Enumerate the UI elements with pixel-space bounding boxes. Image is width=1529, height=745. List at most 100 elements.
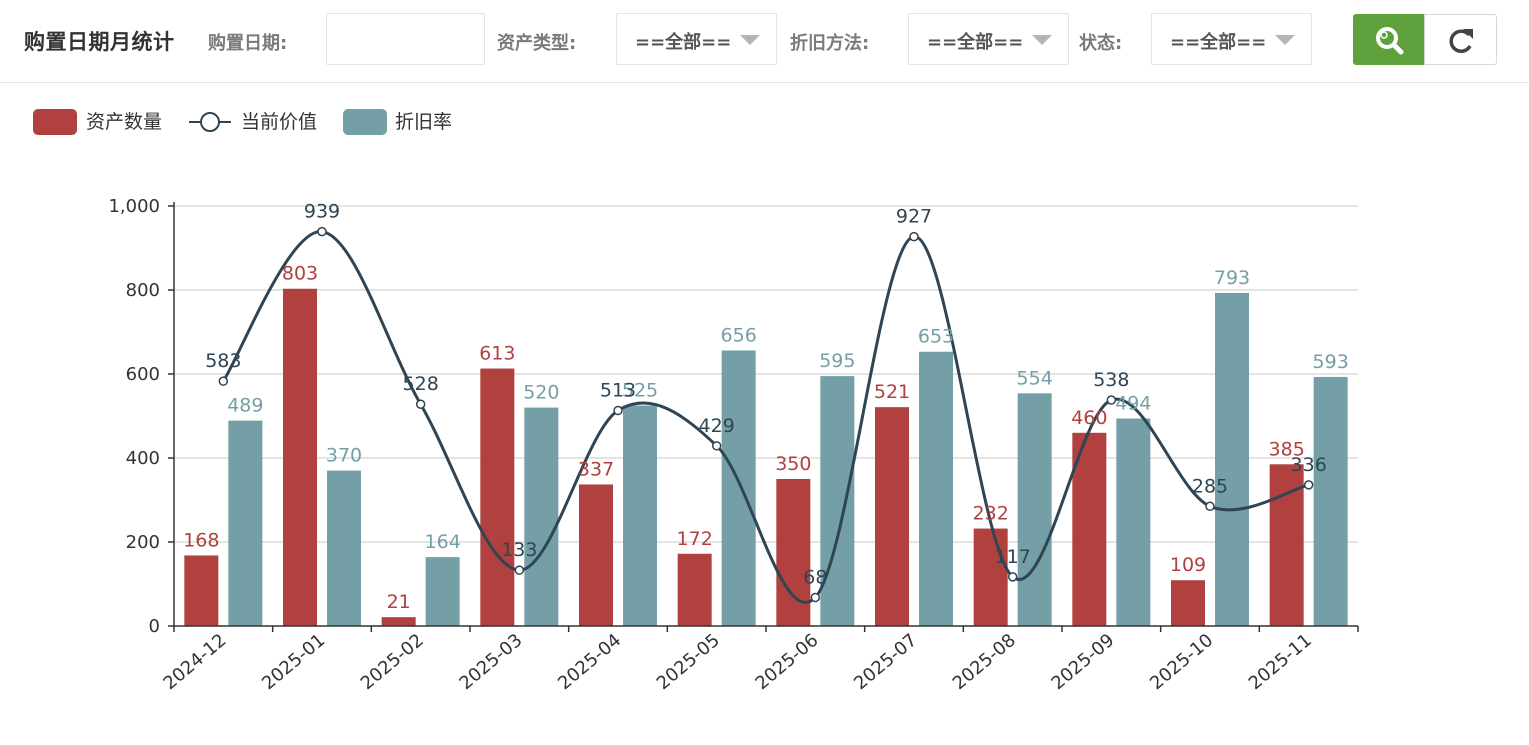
- data-label-depreciation-rate: 554: [1017, 367, 1053, 389]
- bar-depreciation-rate[interactable]: [919, 351, 953, 626]
- bar-asset-count[interactable]: [1072, 432, 1107, 626]
- bar-depreciation-rate[interactable]: [1116, 418, 1151, 626]
- bar-asset-count[interactable]: [1171, 580, 1205, 626]
- data-label-depreciation-rate: 489: [227, 395, 263, 417]
- data-label-depreciation-rate: 494: [1115, 393, 1151, 415]
- data-label-asset-count: 460: [1071, 407, 1107, 429]
- x-tick-label: 2025-10: [1146, 630, 1217, 694]
- chevron-down-icon: [1275, 35, 1295, 45]
- bar-depreciation-rate[interactable]: [1215, 292, 1249, 626]
- chevron-down-icon: [740, 35, 760, 45]
- purchase-date-label: 购置日期:: [208, 33, 288, 54]
- data-label-current-value: 528: [403, 373, 439, 395]
- x-tick-label: 2025-03: [455, 630, 526, 694]
- data-label-asset-count: 21: [387, 591, 411, 613]
- bar-asset-count[interactable]: [973, 528, 1008, 626]
- bar-depreciation-rate[interactable]: [721, 350, 756, 626]
- legend-label-depreciation-rate: 折旧率: [395, 111, 453, 133]
- data-label-asset-count: 803: [282, 263, 318, 285]
- y-tick-label: 800: [126, 280, 160, 301]
- data-label-current-value: 133: [501, 539, 537, 561]
- bar-depreciation-rate[interactable]: [524, 407, 559, 626]
- chevron-down-icon: [1032, 35, 1052, 45]
- bar-asset-count[interactable]: [381, 617, 416, 626]
- bar-asset-count[interactable]: [184, 555, 219, 626]
- legend-item-depreciation-rate[interactable]: 折旧率: [343, 104, 468, 136]
- asset-type-value: ==全部==: [635, 32, 732, 53]
- current-value-point[interactable]: [909, 231, 919, 242]
- depreciation-method-value: ==全部==: [927, 32, 1024, 53]
- y-tick-label: 0: [149, 616, 160, 637]
- data-label-asset-count: 232: [973, 503, 1009, 525]
- data-label-asset-count: 109: [1170, 554, 1206, 576]
- current-value-point[interactable]: [1106, 395, 1117, 405]
- data-label-current-value: 336: [1291, 454, 1327, 476]
- current-value-point[interactable]: [810, 592, 821, 603]
- depreciation-method-select[interactable]: ==全部==: [908, 13, 1069, 65]
- depreciation-method-label: 折旧方法:: [790, 33, 870, 54]
- refresh-button[interactable]: [1424, 14, 1497, 65]
- bar-depreciation-rate[interactable]: [228, 420, 263, 626]
- legend-label-current-value: 当前价值: [241, 111, 318, 133]
- bar-asset-count[interactable]: [677, 553, 712, 626]
- filter-bar: 购置日期月统计 购置日期: 资产类型: ==全部== 折旧方法: ==全部== …: [0, 0, 1529, 83]
- bar-asset-count[interactable]: [1269, 464, 1304, 626]
- current-value-point[interactable]: [317, 226, 327, 237]
- page-title: 购置日期月统计: [24, 30, 175, 54]
- purchase-date-input[interactable]: [326, 13, 485, 65]
- data-label-asset-count: 337: [578, 458, 614, 480]
- bar-depreciation-rate[interactable]: [425, 557, 460, 626]
- current-value-line: [222, 230, 1310, 604]
- current-value-point[interactable]: [514, 565, 525, 575]
- x-tick-label: 2025-08: [949, 630, 1020, 694]
- current-value-point[interactable]: [415, 399, 426, 409]
- x-tick-label: 2025-06: [751, 630, 822, 694]
- x-tick-label: 2025-07: [850, 630, 921, 694]
- data-label-current-value: 285: [1192, 475, 1228, 497]
- value-line: [218, 226, 1314, 604]
- legend-item-asset-count[interactable]: 资产数量: [33, 104, 178, 136]
- data-label-depreciation-rate: 793: [1214, 267, 1250, 289]
- data-label-current-value: 538: [1093, 369, 1129, 391]
- bar-asset-count[interactable]: [283, 288, 317, 626]
- search-icon: [1376, 27, 1404, 55]
- bar-depreciation-rate[interactable]: [623, 405, 657, 627]
- bar-asset-count[interactable]: [480, 368, 515, 626]
- data-label-asset-count: 613: [479, 343, 515, 365]
- bar-asset-count[interactable]: [875, 407, 909, 626]
- legend-item-current-value[interactable]: 当前价值: [187, 104, 337, 136]
- search-button[interactable]: [1353, 14, 1425, 65]
- status-label: 状态:: [1079, 33, 1123, 54]
- legend-swatch-depreciation-rate: [343, 109, 387, 135]
- x-tick-label: 2025-02: [357, 630, 428, 694]
- asset-type-select[interactable]: ==全部==: [616, 13, 777, 65]
- bar-depreciation-rate[interactable]: [820, 376, 855, 626]
- x-tick-label: 2024-12: [159, 630, 230, 694]
- data-label-depreciation-rate: 520: [523, 382, 559, 404]
- y-tick-label: 1,000: [108, 196, 160, 217]
- bar-asset-count[interactable]: [579, 484, 613, 626]
- data-label-depreciation-rate: 653: [918, 326, 954, 348]
- data-label-current-value: 68: [803, 566, 827, 588]
- current-value-point[interactable]: [711, 441, 722, 451]
- asset-type-label: 资产类型:: [497, 33, 577, 54]
- legend-swatch-asset-count: [33, 109, 77, 135]
- current-value-point[interactable]: [1007, 572, 1018, 582]
- current-value-point[interactable]: [1303, 480, 1314, 490]
- data-label-current-value: 429: [699, 415, 735, 437]
- data-label-asset-count: 350: [775, 453, 811, 475]
- current-value-point[interactable]: [1205, 501, 1215, 512]
- data-label-depreciation-rate: 525: [622, 380, 658, 402]
- bar-depreciation-rate[interactable]: [327, 470, 361, 626]
- current-value-point[interactable]: [613, 405, 623, 416]
- data-label-asset-count: 172: [677, 528, 713, 550]
- bar-depreciation-rate[interactable]: [1313, 376, 1348, 626]
- bar-depreciation-rate[interactable]: [1017, 393, 1052, 626]
- status-value: ==全部==: [1170, 32, 1267, 53]
- data-label-asset-count: 168: [183, 529, 219, 551]
- x-tick-label: 2025-04: [554, 630, 625, 694]
- current-value-point[interactable]: [218, 376, 229, 386]
- status-select[interactable]: ==全部==: [1151, 13, 1312, 65]
- data-label-asset-count: 385: [1269, 438, 1305, 460]
